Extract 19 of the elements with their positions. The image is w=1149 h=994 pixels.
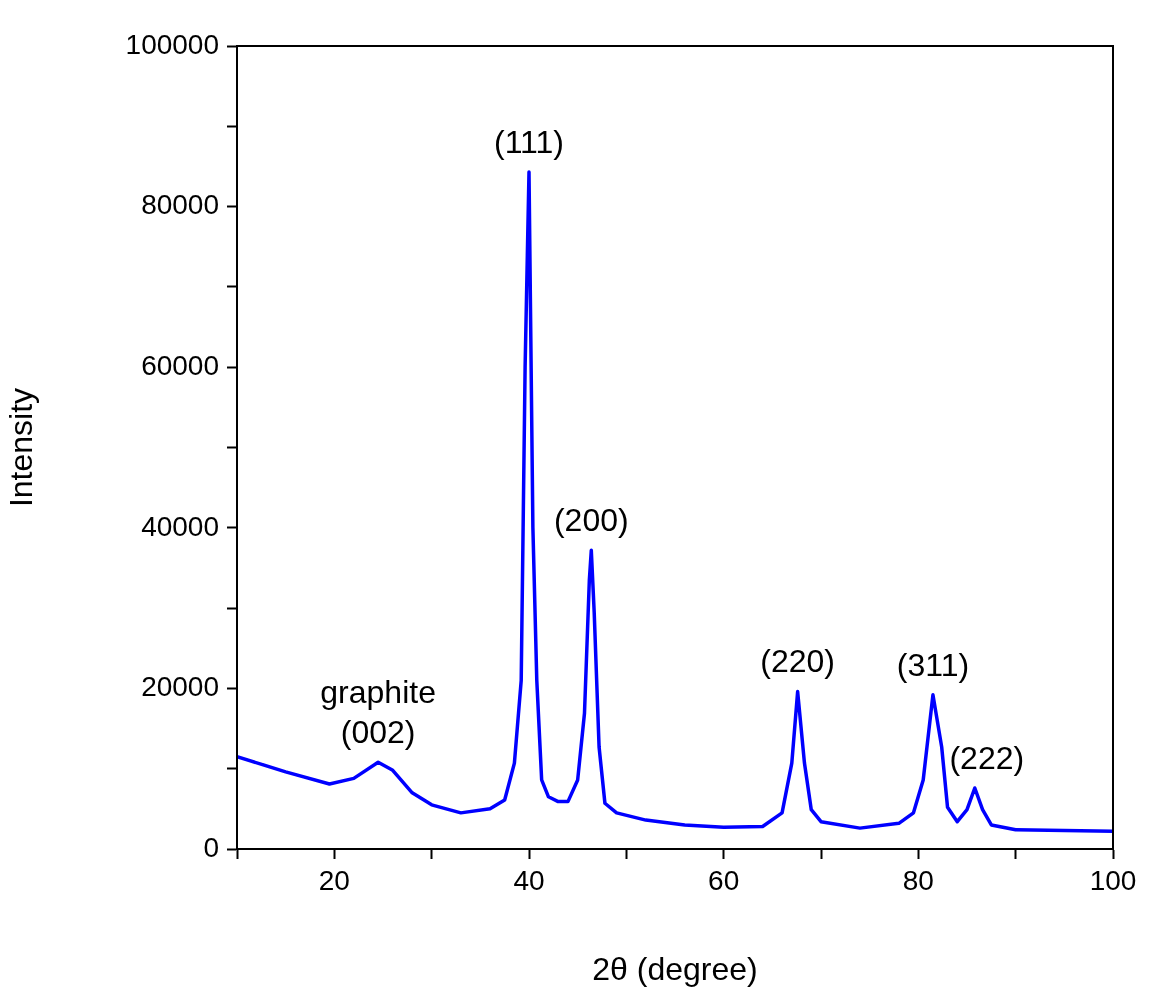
- x-tick-label: 40: [513, 864, 545, 896]
- y-tick-label: 40000: [141, 510, 219, 542]
- annotation: graphite (002): [320, 674, 436, 751]
- y-tick-label: 100000: [125, 28, 219, 60]
- y-tick-label: 0: [203, 831, 219, 863]
- x-tick-label: 20: [318, 864, 350, 896]
- y-tick-label: 80000: [141, 189, 219, 221]
- annotation: (200): [553, 502, 629, 539]
- annotation: (111): [494, 123, 564, 160]
- y-tick-label: 60000: [141, 349, 219, 381]
- x-tick-label: 80: [902, 864, 934, 896]
- y-tick-label: 20000: [141, 671, 219, 703]
- x-axis-title: 2θ (degree): [592, 950, 758, 987]
- x-tick-label: 60: [708, 864, 740, 896]
- annotation: (311): [896, 646, 970, 683]
- x-tick-label: 100: [1089, 864, 1137, 896]
- annotation: (222): [949, 739, 1025, 776]
- annotation: (220): [760, 643, 835, 680]
- y-axis-title: Intensity: [3, 387, 40, 508]
